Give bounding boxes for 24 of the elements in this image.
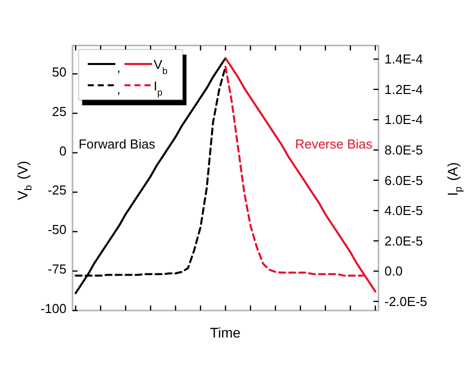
y2-tick-label: -2.0E-5: [384, 294, 428, 309]
annotation: Forward Bias: [78, 136, 156, 152]
y2-tick-label: 6.0E-5: [384, 172, 423, 188]
y2-tick-label: 8.0E-5: [384, 142, 423, 158]
legend-label: ,: [116, 81, 120, 96]
y2-tick-label: 1.0E-4: [384, 112, 423, 128]
y-tick-label: 50: [52, 64, 67, 80]
y2-tick-label: 2.0E-5: [384, 233, 423, 248]
annotation: Reverse Bias: [295, 136, 373, 152]
y2-tick-label: 1.4E-4: [384, 52, 423, 67]
legend-label: ,: [116, 60, 120, 76]
y-axis-title: Vb (V): [14, 160, 34, 200]
y-tick-label: -100: [40, 301, 67, 316]
x-axis-title: Time: [210, 324, 241, 340]
line-series: [224, 57, 376, 293]
y2-axis-title: Ip (A): [444, 162, 464, 196]
y-tick-label: -50: [48, 222, 67, 238]
y2-tick-label: 4.0E-5: [384, 203, 423, 218]
y2-tick-label: 0.0: [384, 264, 403, 279]
y-tick-label: -25: [48, 182, 67, 198]
y-tick-label: -75: [48, 262, 67, 277]
y-tick-label: 25: [52, 104, 67, 119]
y-tick-label: 0: [59, 143, 67, 158]
y2-tick-label: 1.2E-4: [384, 82, 423, 97]
